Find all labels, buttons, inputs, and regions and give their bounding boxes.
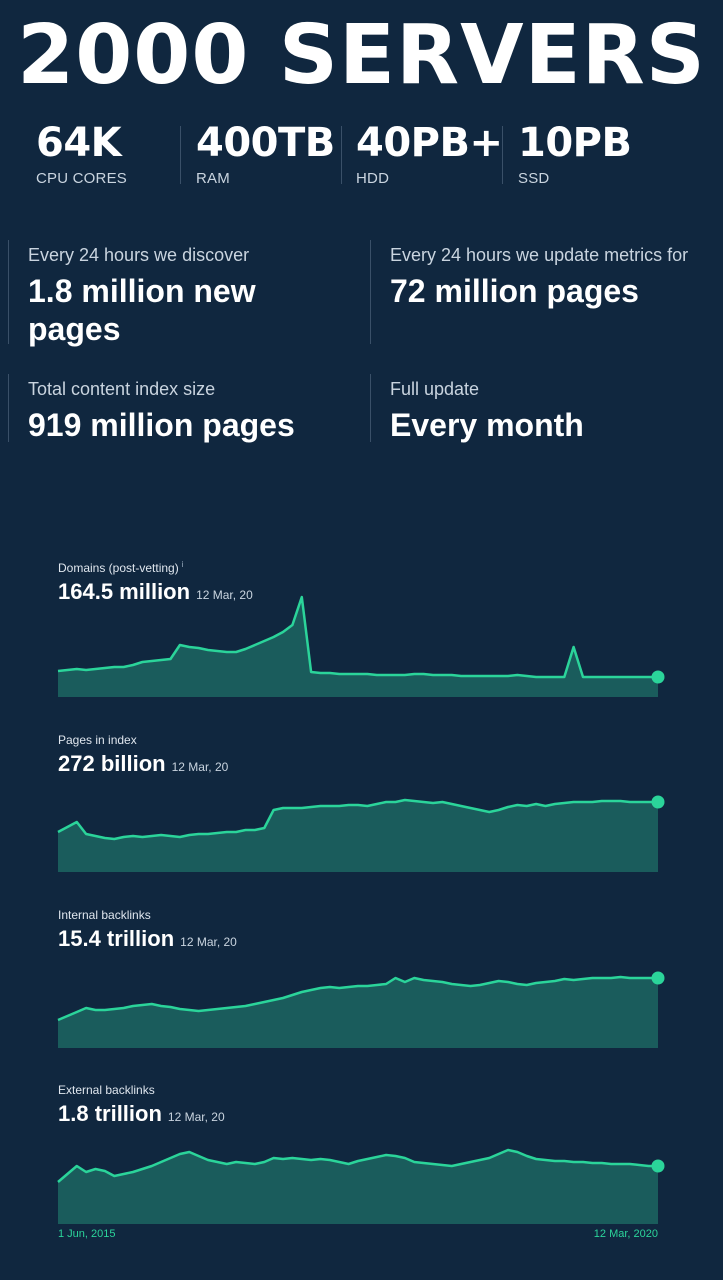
- chart-latest-value: 164.5 million: [58, 579, 191, 604]
- stat-update-metrics: Every 24 hours we update metrics for 72 …: [370, 244, 720, 310]
- chart-area: [58, 597, 658, 697]
- chart-area: [58, 977, 658, 1048]
- stat-label: Total content index size: [28, 379, 216, 399]
- chart-domains: [57, 595, 665, 697]
- chart-latest-point[interactable]: [651, 795, 665, 809]
- divider: [8, 240, 9, 344]
- chart-latest-point[interactable]: [651, 971, 665, 985]
- spec-label: RAM: [196, 170, 230, 187]
- spec-value: 40PB+: [356, 120, 503, 166]
- spec-ssd: 10PB SSD: [518, 120, 632, 190]
- stat-label: Full update: [390, 379, 480, 399]
- stat-label: Every 24 hours we discover: [28, 245, 250, 265]
- stat-discover: Every 24 hours we discover 1.8 million n…: [8, 244, 348, 348]
- chart-title: Pages in index: [58, 733, 137, 747]
- divider: [502, 126, 503, 184]
- stat-value: 72 million pages: [390, 273, 639, 309]
- divider: [8, 374, 9, 442]
- stat-label: Every 24 hours we update metrics for: [390, 245, 689, 265]
- chart-latest-date: 12 Mar, 20: [171, 760, 229, 774]
- chart-header-external: External backlinks 1.8 trillion 12 Mar, 2…: [58, 1083, 668, 1127]
- chart-series-line: [57, 975, 658, 1022]
- server-specs: 64K CPU CORES 400TB RAM 40PB+ HDD 10PB S…: [28, 120, 708, 190]
- divider: [370, 240, 371, 344]
- chart-latest-date: 12 Mar, 20: [180, 935, 237, 949]
- chart-external-backlinks: [57, 1148, 665, 1224]
- chart-latest-point[interactable]: [651, 1159, 665, 1173]
- spec-value: 10PB: [518, 120, 632, 166]
- spec-ram: 400TB RAM: [196, 120, 335, 190]
- chart-series-line: [57, 798, 658, 841]
- spec-label: CPU CORES: [36, 170, 127, 187]
- hero-title: 2000 SERVERS: [17, 8, 706, 103]
- x-axis-end-label: 12 Mar, 2020: [593, 1228, 658, 1240]
- stat-value: 919 million pages: [28, 407, 295, 443]
- stat-value: Every month: [390, 407, 584, 443]
- chart-title: External backlinks: [58, 1083, 155, 1097]
- spec-hdd: 40PB+ HDD: [356, 120, 503, 190]
- chart-latest-point[interactable]: [651, 670, 665, 684]
- chart-area: [58, 800, 658, 872]
- stat-value: 1.8 million new pages: [28, 273, 256, 347]
- chart-title: Domains (post-vetting): [58, 561, 179, 575]
- chart-latest-date: 12 Mar, 20: [196, 588, 253, 602]
- chart-title: Internal backlinks: [58, 908, 151, 922]
- stat-index-size: Total content index size 919 million pag…: [8, 378, 358, 444]
- spec-label: HDD: [356, 170, 390, 187]
- spec-value: 64K: [36, 120, 122, 166]
- chart-latest-value: 272 billion: [58, 751, 166, 776]
- chart-header-internal: Internal backlinks 15.4 trillion 12 Mar, …: [58, 908, 668, 952]
- x-axis-start-label: 1 Jun, 2015: [58, 1228, 116, 1240]
- chart-area: [58, 1150, 658, 1224]
- chart-latest-value: 1.8 trillion: [58, 1101, 162, 1126]
- chart-internal-backlinks: [57, 971, 665, 1048]
- spec-cpu: 64K CPU CORES: [36, 120, 127, 190]
- divider: [180, 126, 181, 184]
- chart-latest-value: 15.4 trillion: [58, 926, 175, 951]
- info-icon[interactable]: i: [181, 560, 184, 569]
- chart-header-domains: Domains (post-vetting) i 164.5 million 12 …: [58, 558, 668, 605]
- spec-label: SSD: [518, 170, 550, 187]
- chart-latest-date: 12 Mar, 20: [167, 1110, 225, 1124]
- chart-series-line: [57, 1148, 658, 1183]
- stat-full-update: Full update Every month: [370, 378, 720, 444]
- chart-pages-in-index: [57, 795, 665, 872]
- divider: [341, 126, 342, 184]
- chart-series-line: [57, 595, 658, 679]
- divider: [370, 374, 371, 442]
- chart-header-pages: Pages in index 272 billion 12 Mar, 20: [58, 733, 668, 777]
- spec-value: 400TB: [196, 120, 335, 166]
